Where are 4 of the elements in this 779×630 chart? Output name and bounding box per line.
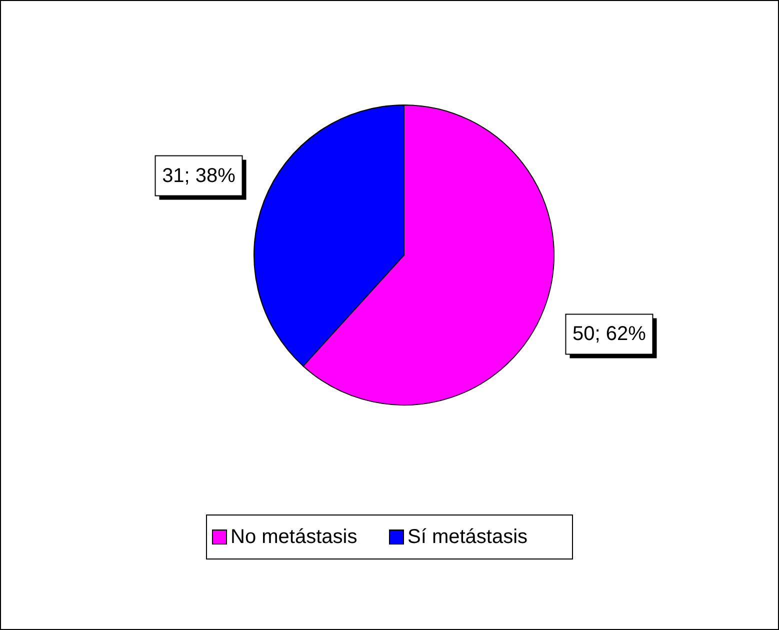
legend-label: No metástasis <box>230 526 358 548</box>
legend-label: Sí metástasis <box>408 526 528 548</box>
data-label: 50; 62% <box>572 323 646 346</box>
data-label: 31; 38% <box>162 164 236 187</box>
